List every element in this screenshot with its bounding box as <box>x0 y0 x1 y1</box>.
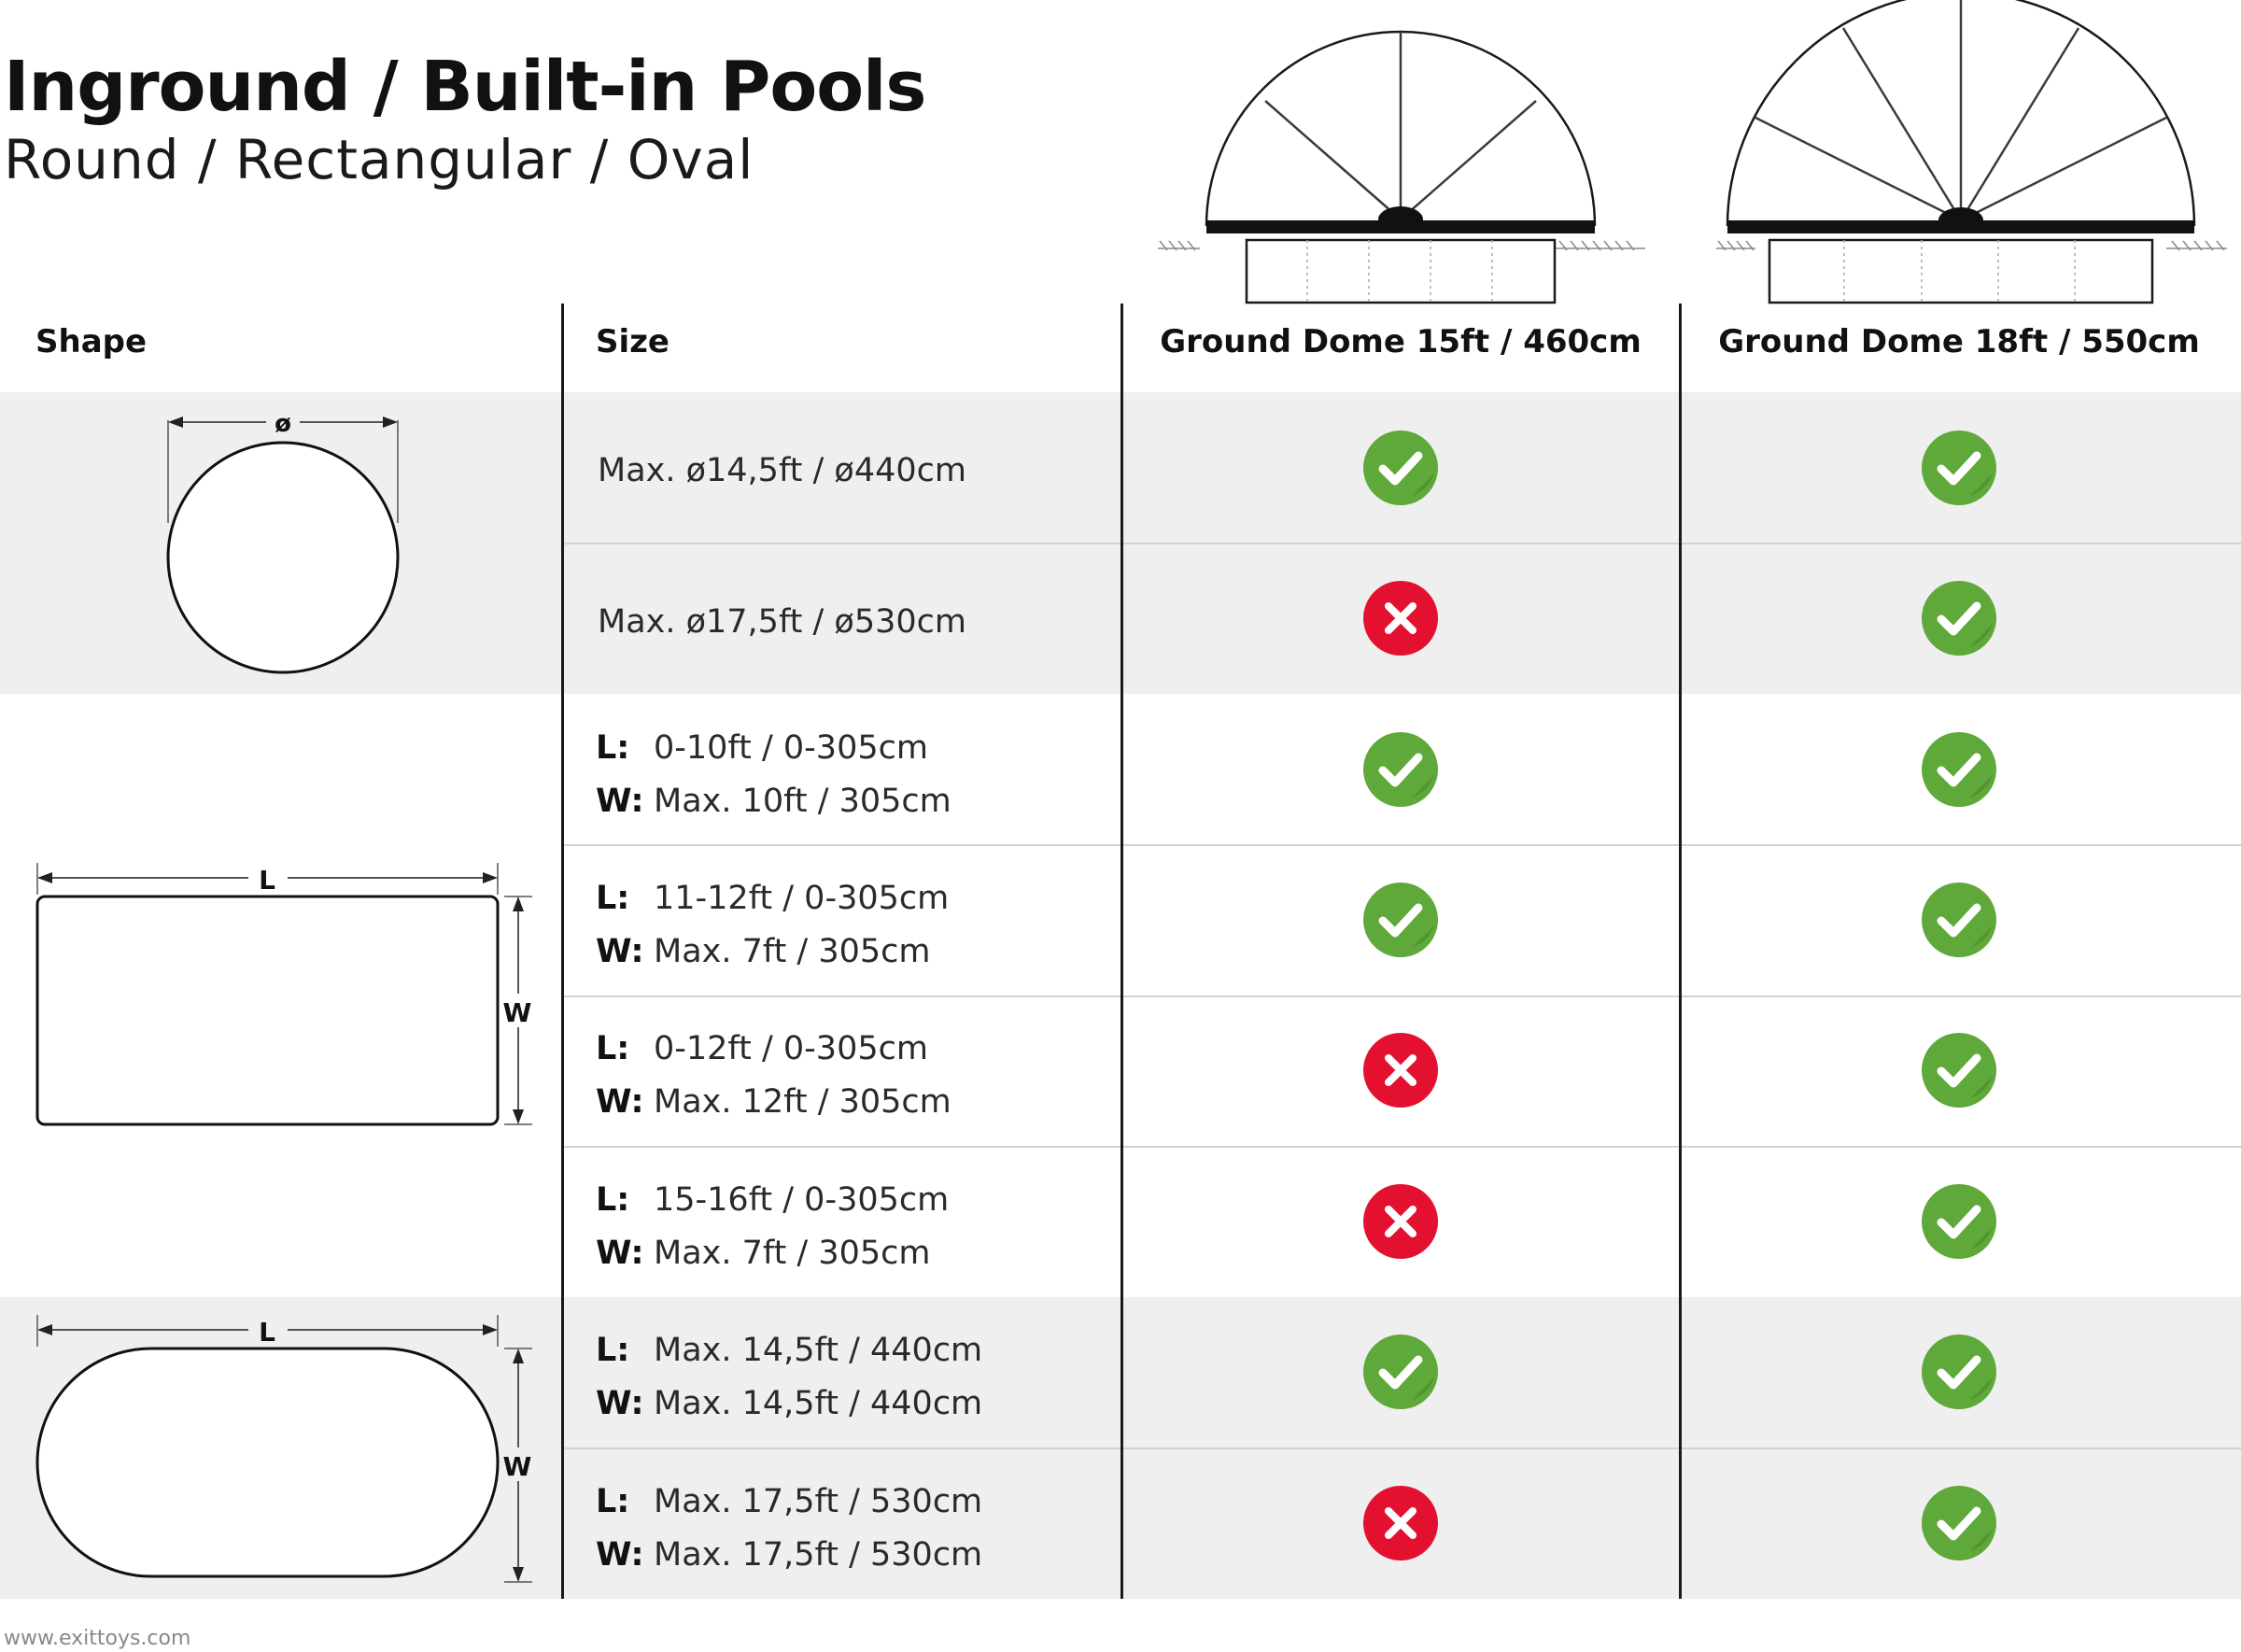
row-divider <box>563 995 2241 997</box>
website-footer: www.exittoys.com <box>4 1627 191 1650</box>
size-cell: Max. ø17,5ft / ø530cm <box>598 603 966 641</box>
width-value: Max. 7ft / 305cm <box>654 933 931 970</box>
ground-dome-18ft-illustration <box>1716 0 2227 304</box>
width-value: Max. 7ft / 305cm <box>654 1235 931 1272</box>
length-value: 11-12ft / 0-305cm <box>654 880 950 917</box>
size-cell: L: 11-12ft / 0-305cm W: Max. 7ft / 305cm <box>596 872 949 979</box>
length-value: Max. 14,5ft / 440cm <box>654 1332 983 1369</box>
checkmark-icon <box>1922 1334 1996 1409</box>
checkmark-icon <box>1363 1334 1438 1409</box>
width-key: W: <box>596 1235 644 1272</box>
size-cell: L: Max. 14,5ft / 440cm W: Max. 14,5ft / 44… <box>596 1324 982 1431</box>
length-value: 15-16ft / 0-305cm <box>654 1181 950 1219</box>
size-cell: L: Max. 17,5ft / 530cm W: Max. 17,5ft / 53… <box>596 1476 982 1582</box>
row-divider <box>563 1447 2241 1449</box>
width-key: W: <box>596 783 644 820</box>
size-cell: L: 15-16ft / 0-305cm W: Max. 7ft / 305cm <box>596 1174 949 1280</box>
width-key: W: <box>596 933 644 970</box>
round-pool-shape: ø <box>166 407 400 674</box>
length-label: L <box>259 1317 275 1348</box>
checkmark-icon <box>1922 1033 1996 1108</box>
size-cell: L: 0-10ft / 0-305cm W: Max. 10ft / 305cm <box>596 722 951 828</box>
page-subtitle: Round / Rectangular / Oval <box>4 128 754 191</box>
width-key: W: <box>596 1083 644 1121</box>
size-cell: L: 0-12ft / 0-305cm W: Max. 12ft / 305cm <box>596 1023 951 1129</box>
column-divider <box>1679 304 1682 1599</box>
width-key: W: <box>596 1536 644 1574</box>
length-key: L: <box>596 1030 630 1067</box>
checkmark-icon <box>1363 732 1438 807</box>
ground-dome-15ft-illustration <box>1158 30 1645 304</box>
width-label: W <box>503 997 532 1028</box>
row-divider <box>563 543 2241 544</box>
length-value: Max. 17,5ft / 530cm <box>654 1483 983 1520</box>
checkmark-icon <box>1922 1486 1996 1560</box>
length-key: L: <box>596 729 630 767</box>
checkmark-icon <box>1922 1184 1996 1259</box>
header-ground-dome-15ft: Ground Dome 15ft / 460cm <box>1160 323 1642 360</box>
header-size: Size <box>596 323 669 360</box>
oval-pool-shape: L W <box>35 1315 538 1583</box>
length-key: L: <box>596 1332 630 1369</box>
row-divider <box>563 1146 2241 1148</box>
checkmark-icon <box>1922 882 1996 957</box>
row-divider <box>563 844 2241 846</box>
checkmark-icon <box>1922 581 1996 656</box>
length-value: 0-12ft / 0-305cm <box>654 1030 928 1067</box>
checkmark-icon <box>1363 431 1438 505</box>
rectangular-pool-shape: L W <box>35 863 538 1126</box>
column-divider <box>561 304 564 1599</box>
cross-icon <box>1363 1184 1438 1259</box>
header-ground-dome-18ft: Ground Dome 18ft / 550cm <box>1718 323 2200 360</box>
length-key: L: <box>596 1483 630 1520</box>
size-cell: Max. ø14,5ft / ø440cm <box>598 452 966 489</box>
width-value: Max. 14,5ft / 440cm <box>654 1385 983 1422</box>
diameter-label: ø <box>275 410 291 438</box>
width-value: Max. 10ft / 305cm <box>654 783 951 820</box>
width-key: W: <box>596 1385 644 1422</box>
checkmark-icon <box>1922 431 1996 505</box>
length-label: L <box>259 865 275 896</box>
header-shape: Shape <box>35 323 148 360</box>
length-value: 0-10ft / 0-305cm <box>654 729 928 767</box>
checkmark-icon <box>1922 732 1996 807</box>
width-value: Max. 12ft / 305cm <box>654 1083 951 1121</box>
column-divider <box>1120 304 1123 1599</box>
cross-icon <box>1363 581 1438 656</box>
page-title: Inground / Built-in Pools <box>4 47 926 127</box>
length-key: L: <box>596 880 630 917</box>
width-label: W <box>503 1451 532 1482</box>
cross-icon <box>1363 1486 1438 1560</box>
width-value: Max. 17,5ft / 530cm <box>654 1536 983 1574</box>
checkmark-icon <box>1363 882 1438 957</box>
length-key: L: <box>596 1181 630 1219</box>
cross-icon <box>1363 1033 1438 1108</box>
